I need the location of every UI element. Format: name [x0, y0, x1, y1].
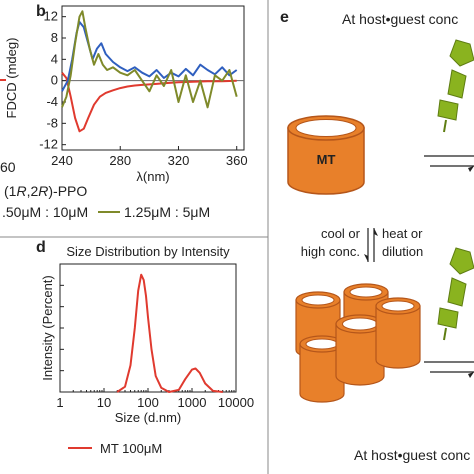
size-distribution-chart: 1 10 100 1000 10000 Size (d.nm) Intensity (Per… — [40, 244, 254, 456]
fragment-tick-60: 60 — [0, 159, 16, 175]
x-tick-label: 360 — [226, 153, 248, 168]
panel-label-e: e — [280, 9, 289, 26]
y-axis-label: Intensity (Percent) — [40, 275, 55, 381]
plot-frame — [59, 263, 237, 393]
plot-frame — [61, 5, 245, 151]
mt-tube-bundle — [295, 283, 421, 403]
series-line-0 — [116, 273, 223, 393]
condition-high-conc: high conc. — [301, 244, 360, 259]
schematic-bottom-caption: At host•guest conc — [354, 447, 470, 463]
y-tick-label: 12 — [44, 9, 58, 24]
legend-ratio-2: 1.25μM : 5μM — [124, 204, 210, 220]
reaction-arrow-top — [424, 155, 474, 172]
panel-label-b: b — [36, 3, 46, 20]
x-tick-label: 280 — [109, 153, 131, 168]
condition-heat: heat or — [382, 226, 423, 241]
chart-title: Size Distribution by Intensity — [66, 244, 230, 259]
y-tick-label: 4 — [51, 51, 58, 66]
reaction-arrow-bottom — [424, 361, 474, 378]
panel-label-d: d — [36, 239, 46, 256]
y-axis-label: FDCD (mdeg) — [4, 38, 19, 119]
y-tick-label: 8 — [51, 30, 58, 45]
condition-dilution: dilution — [382, 244, 423, 259]
schematic-top-caption: At host•guest conc — [342, 11, 458, 27]
cd-spectrum-chart: 240 280 320 360 -12 -8 -4 0 4 8 12 λ(nm) FDCD (mdeg) — [4, 5, 248, 184]
x-tick-label: 10000 — [218, 395, 254, 410]
series-line-2 — [61, 10, 238, 109]
x-tick-label: 10 — [97, 395, 111, 410]
y-tick-label: -8 — [46, 115, 58, 130]
mt-label: MT — [317, 152, 336, 167]
equilibrium-arrows — [364, 228, 378, 262]
series-line-1 — [61, 21, 238, 92]
legend-ppo: (1R,2R)-PPO — [4, 183, 87, 199]
y-tick-label: -12 — [39, 137, 58, 152]
condition-cool: cool or — [321, 226, 361, 241]
x-axis-label: Size (d.nm) — [115, 410, 181, 425]
x-tick-label: 1 — [56, 395, 63, 410]
y-tick-label: 0 — [51, 73, 58, 88]
guest-molecule-bottom — [437, 247, 474, 341]
mt-tube-single: MT — [287, 115, 365, 195]
legend-label-mt: MT 100μM — [100, 441, 162, 456]
x-axis-label: λ(nm) — [136, 169, 169, 184]
x-tick-label: 240 — [51, 153, 73, 168]
legend-ratio-1: .50μM : 10μM — [2, 204, 88, 220]
x-tick-label: 100 — [137, 395, 159, 410]
series-line-0 — [61, 72, 237, 133]
x-tick-label: 1000 — [178, 395, 207, 410]
x-tick-label: 320 — [168, 153, 190, 168]
guest-molecule-top — [437, 39, 474, 133]
y-tick-label: -4 — [46, 94, 58, 109]
